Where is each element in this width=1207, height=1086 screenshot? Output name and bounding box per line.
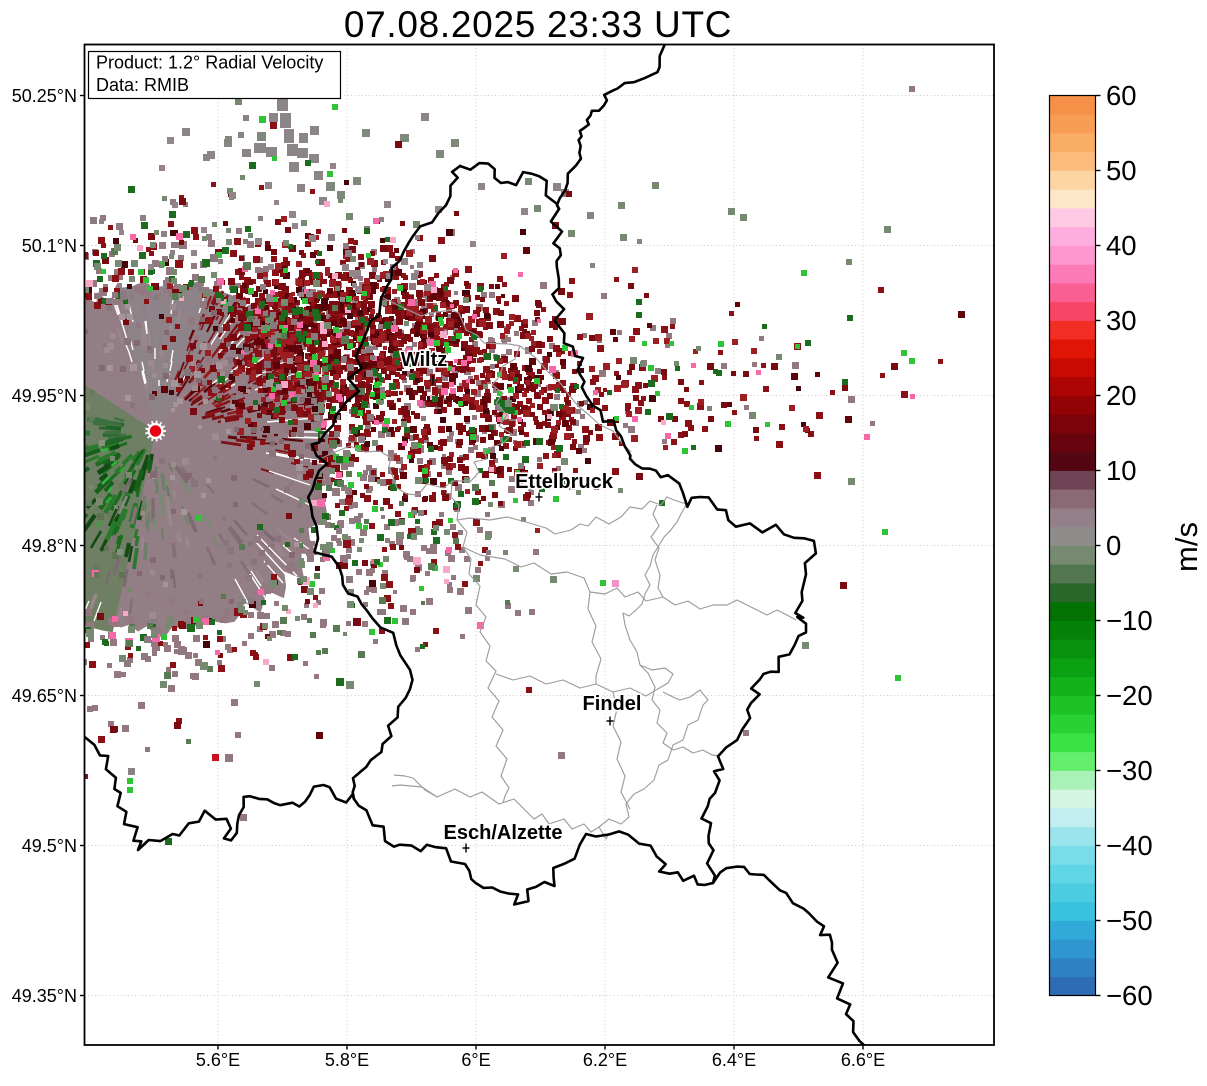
svg-text:m/s: m/s xyxy=(1169,522,1204,572)
svg-text:07.08.2025 23:33 UTC: 07.08.2025 23:33 UTC xyxy=(344,4,732,45)
svg-text:50.25°N: 50.25°N xyxy=(12,86,77,106)
svg-text:50: 50 xyxy=(1106,155,1137,186)
svg-text:5.6°E: 5.6°E xyxy=(196,1050,240,1070)
svg-text:−20: −20 xyxy=(1106,680,1153,711)
svg-text:6°E: 6°E xyxy=(461,1050,490,1070)
svg-text:Data: RMIB: Data: RMIB xyxy=(96,75,189,95)
svg-text:49.8°N: 49.8°N xyxy=(22,536,77,556)
svg-text:−10: −10 xyxy=(1106,605,1153,636)
svg-text:Product: 1.2° Radial Velocity: Product: 1.2° Radial Velocity xyxy=(96,53,323,73)
svg-text:49.65°N: 49.65°N xyxy=(12,686,77,706)
svg-text:50.1°N: 50.1°N xyxy=(22,236,77,256)
svg-text:−30: −30 xyxy=(1106,755,1153,786)
svg-text:Findel: Findel xyxy=(583,693,642,715)
svg-text:−60: −60 xyxy=(1106,980,1153,1011)
svg-text:−40: −40 xyxy=(1106,830,1153,861)
svg-text:49.35°N: 49.35°N xyxy=(12,986,77,1006)
svg-text:5.8°E: 5.8°E xyxy=(325,1050,369,1070)
svg-text:6.4°E: 6.4°E xyxy=(712,1050,756,1070)
svg-text:6.6°E: 6.6°E xyxy=(841,1050,885,1070)
svg-text:30: 30 xyxy=(1106,305,1137,336)
svg-text:10: 10 xyxy=(1106,455,1137,486)
svg-text:6.2°E: 6.2°E xyxy=(583,1050,627,1070)
svg-text:Wiltz: Wiltz xyxy=(401,349,447,371)
svg-text:60: 60 xyxy=(1106,80,1137,111)
svg-text:−50: −50 xyxy=(1106,905,1153,936)
svg-text:0: 0 xyxy=(1106,530,1121,561)
svg-text:Ettelbruck: Ettelbruck xyxy=(515,471,614,493)
svg-text:Esch/Alzette: Esch/Alzette xyxy=(444,822,563,844)
svg-text:20: 20 xyxy=(1106,380,1137,411)
svg-text:49.5°N: 49.5°N xyxy=(22,836,77,856)
svg-text:40: 40 xyxy=(1106,230,1137,261)
svg-text:49.95°N: 49.95°N xyxy=(12,386,77,406)
